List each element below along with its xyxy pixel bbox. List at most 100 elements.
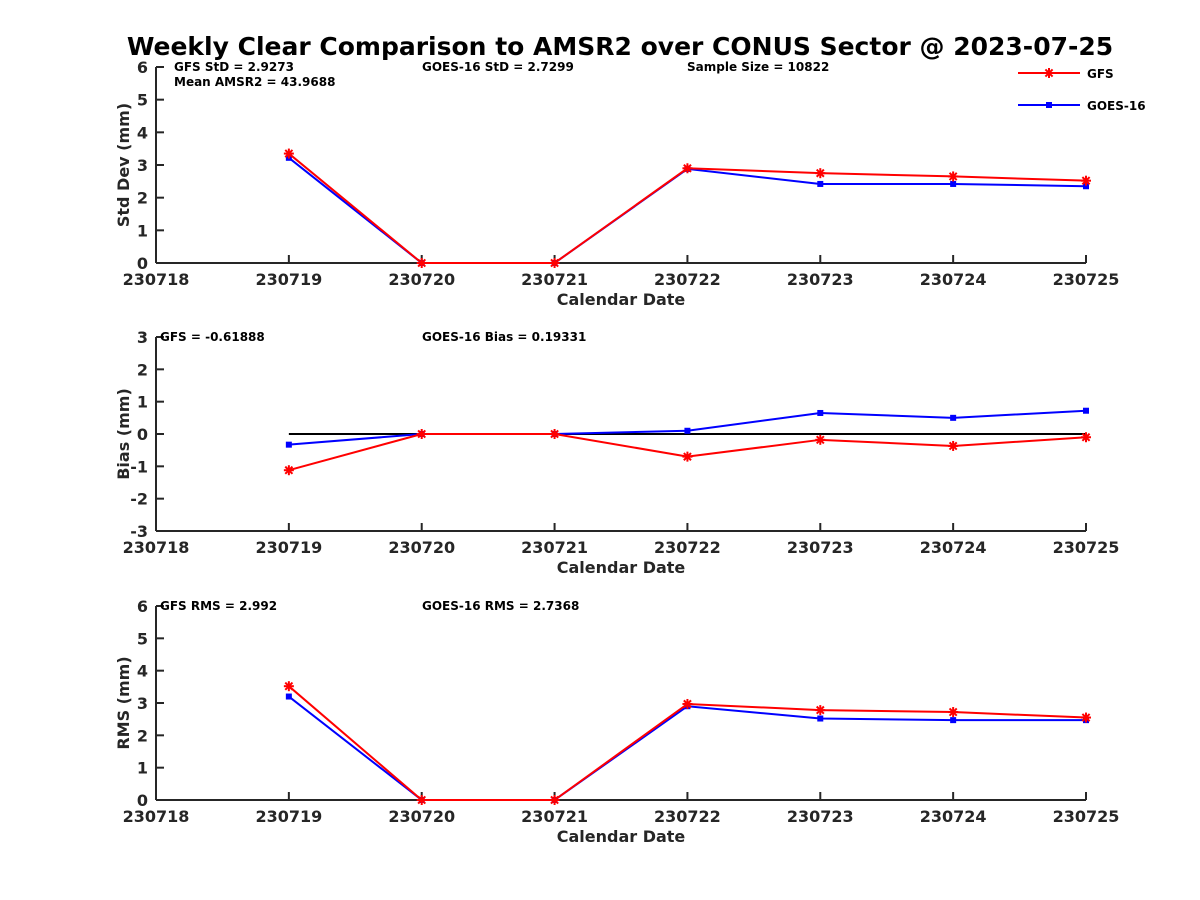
point-gfs (283, 465, 294, 476)
point-gfs (1081, 175, 1091, 186)
point-goes16 (950, 717, 957, 724)
x-tick-label: 230724 (920, 538, 987, 557)
y-tick-label: 1 (137, 393, 148, 412)
y-axis-label: Bias (mm) (114, 388, 133, 480)
y-tick-label: 1 (137, 759, 148, 778)
stat-annotation: Mean AMSR2 = 43.9688 (174, 75, 335, 89)
point-gfs (815, 705, 826, 716)
x-tick-label: 230720 (388, 807, 455, 826)
panel-3: 230718 230719 230720 230721 230722 230723 2307… (114, 597, 1119, 846)
stat-annotation: GFS RMS = 2.992 (160, 599, 277, 613)
y-tick-label: 2 (137, 726, 148, 745)
y-axis-label: RMS (mm) (114, 656, 133, 749)
point-gfs (815, 434, 826, 445)
stat-annotation: GFS StD = 2.9273 (174, 60, 294, 74)
y-tick-label: -2 (130, 490, 148, 509)
point-goes16 (817, 180, 824, 187)
point-gfs (815, 168, 826, 179)
x-tick-label: 230722 (654, 270, 721, 289)
point-gfs (682, 451, 693, 462)
x-tick-label: 230718 (123, 807, 190, 826)
point-goes16 (817, 715, 824, 722)
legend-marker (1044, 68, 1054, 78)
y-tick-label: 5 (137, 91, 148, 110)
x-tick-label: 230720 (388, 538, 455, 557)
point-gfs (283, 148, 294, 159)
point-gfs (549, 429, 560, 439)
y-tick-label: -3 (130, 522, 148, 541)
y-tick-label: -1 (130, 457, 148, 476)
x-tick-label: 230725 (1053, 270, 1120, 289)
x-tick-label: 230723 (787, 807, 854, 826)
point-goes16 (1083, 183, 1089, 190)
point-gfs (416, 258, 427, 268)
y-tick-label: 3 (137, 328, 148, 347)
x-tick-label: 230719 (255, 270, 322, 289)
x-axis-label: Calendar Date (557, 827, 686, 846)
x-tick-label: 230723 (787, 538, 854, 557)
y-tick-label: 0 (137, 791, 148, 810)
stat-annotation: GOES-16 RMS = 2.7368 (422, 599, 579, 613)
panel-1: 230718 230719 230720 230721 230722 230723 2307… (114, 58, 1119, 309)
legend: GFS GOES-16 (1018, 67, 1146, 113)
point-gfs (283, 681, 294, 692)
x-tick-label: 230721 (521, 807, 588, 826)
y-tick-label: 0 (137, 254, 148, 273)
y-tick-label: 3 (137, 156, 148, 175)
panel-2: 230718 230719 230720 230721 230722 230723 2307… (114, 328, 1119, 577)
legend-item-gfs: GFS (1018, 67, 1114, 81)
x-tick-label: 230720 (388, 270, 455, 289)
y-tick-label: 1 (137, 221, 148, 240)
point-goes16 (684, 427, 691, 434)
point-gfs (416, 795, 427, 805)
x-tick-label: 230719 (255, 538, 322, 557)
point-gfs (416, 429, 427, 439)
point-goes16 (817, 409, 824, 416)
stat-annotation: GFS = -0.61888 (160, 330, 265, 344)
point-gfs (1081, 432, 1091, 443)
panels: 230718 230719 230720 230721 230722 230723 2307… (114, 58, 1119, 846)
x-tick-label: 230721 (521, 538, 588, 557)
y-tick-label: 6 (137, 597, 148, 616)
point-gfs (948, 171, 959, 182)
y-tick-label: 3 (137, 694, 148, 713)
y-tick-label: 2 (137, 360, 148, 379)
legend-label: GOES-16 (1087, 99, 1146, 113)
series-line-goes-16 (288, 157, 1087, 264)
point-goes16 (285, 441, 292, 448)
x-tick-label: 230721 (521, 270, 588, 289)
stat-annotation: GOES-16 Bias = 0.19331 (422, 330, 586, 344)
y-tick-label: 6 (137, 58, 148, 77)
stat-annotation: GOES-16 StD = 2.7299 (422, 60, 574, 74)
y-tick-label: 5 (137, 629, 148, 648)
point-goes16 (950, 180, 957, 187)
legend-item-goes-16: GOES-16 (1018, 99, 1146, 113)
point-gfs (682, 698, 693, 709)
point-goes16 (1083, 407, 1089, 414)
y-tick-label: 4 (137, 662, 148, 681)
point-gfs (948, 440, 959, 451)
x-tick-label: 230723 (787, 270, 854, 289)
stat-annotation: Sample Size = 10822 (687, 60, 829, 74)
x-axis-label: Calendar Date (557, 290, 686, 309)
x-tick-label: 230724 (920, 270, 987, 289)
x-tick-label: 230718 (123, 538, 190, 557)
x-tick-label: 230722 (654, 807, 721, 826)
point-gfs (948, 707, 959, 718)
y-tick-label: 4 (137, 123, 148, 142)
series-line-goes-16 (288, 409, 1087, 446)
x-tick-label: 230725 (1053, 538, 1120, 557)
point-gfs (549, 795, 560, 805)
x-tick-label: 230724 (920, 807, 987, 826)
x-tick-label: 230719 (255, 807, 322, 826)
y-axis-label: Std Dev (mm) (114, 103, 133, 227)
x-tick-label: 230722 (654, 538, 721, 557)
point-gfs (549, 258, 560, 268)
x-tick-label: 230725 (1053, 807, 1120, 826)
x-tick-label: 230718 (123, 270, 190, 289)
point-goes16 (285, 693, 292, 700)
point-gfs (1081, 712, 1091, 723)
point-goes16 (950, 414, 957, 421)
legend-label: GFS (1087, 67, 1114, 81)
